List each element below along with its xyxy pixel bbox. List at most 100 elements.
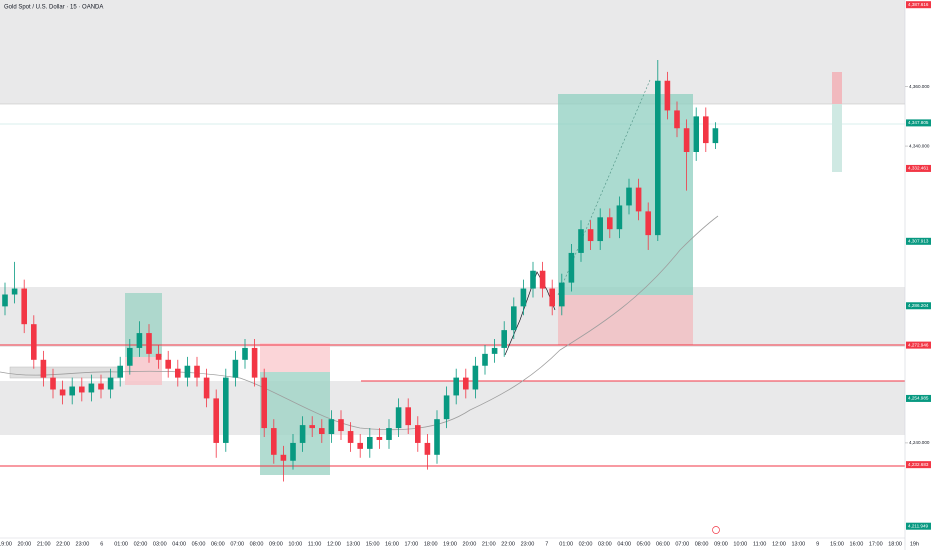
- price-tag: [906, 341, 931, 349]
- x-tick-label: 11:00: [308, 541, 321, 547]
- x-tick-label: 02:00: [134, 541, 148, 547]
- candle-body: [40, 359, 47, 378]
- candle-body: [338, 419, 344, 432]
- x-tick-label: 18:00: [424, 541, 438, 547]
- x-tick-label: 18:00: [888, 541, 902, 547]
- candle-body: [703, 116, 709, 144]
- candle-body: [626, 187, 632, 206]
- candle-body: [50, 377, 56, 390]
- x-tick-label: 01:00: [114, 541, 128, 547]
- price-tag: [906, 237, 931, 245]
- candle-body: [376, 436, 383, 440]
- long-target: [558, 94, 693, 295]
- price-tag: [906, 302, 931, 310]
- candle-body: [165, 359, 171, 369]
- candle-body: [635, 187, 642, 212]
- x-tick-label: 05:00: [192, 541, 206, 547]
- candle-body: [127, 347, 133, 366]
- x-tick-label: 13:00: [346, 541, 360, 547]
- candle-body: [11, 288, 18, 295]
- x-tick-label: 07:00: [230, 541, 244, 547]
- candle-body: [251, 347, 258, 378]
- y-tick-label: 4,240.000: [909, 440, 930, 445]
- y-tick-label: 4,340.000: [909, 143, 930, 148]
- zone: [9, 366, 121, 379]
- price-tag-label: 4,254.985: [908, 396, 929, 401]
- candle-body: [367, 436, 373, 449]
- position-stop: [260, 343, 330, 372]
- x-tick-label: 06:00: [656, 541, 670, 547]
- candle-body: [463, 377, 469, 390]
- price-tag: [906, 522, 931, 530]
- x-tick-label: 23:00: [76, 541, 90, 547]
- price-tag: [906, 119, 931, 127]
- candle-body: [184, 365, 191, 378]
- x-tick-label: 22:00: [56, 541, 70, 547]
- x-tick-label: 16:00: [385, 541, 399, 547]
- candle-body: [712, 128, 719, 144]
- price-tag-label: 4,347.805: [908, 120, 929, 125]
- candle-body: [328, 419, 335, 435]
- price-tag: [906, 1, 931, 9]
- x-tick-label: 15:00: [366, 541, 380, 547]
- candle-body: [232, 359, 239, 378]
- x-tick-label: 15:00: [830, 541, 844, 547]
- x-tick-label: 7: [545, 541, 548, 547]
- candle-body: [203, 377, 210, 399]
- x-tick-label: 22:00: [501, 541, 515, 547]
- x-tick-label: 08:00: [250, 541, 264, 547]
- candle-body: [693, 116, 699, 152]
- candle-body: [434, 419, 440, 455]
- event-icon: [712, 526, 720, 534]
- candle-body: [299, 425, 306, 443]
- trade-path: [557, 79, 651, 296]
- x-tick-label: 19h: [910, 541, 919, 547]
- x-tick-label: 9: [816, 541, 819, 547]
- candle-body: [482, 353, 488, 366]
- price-tag-label: 4,387.616: [908, 2, 929, 7]
- candle-body: [674, 110, 680, 129]
- candle-body: [290, 442, 296, 461]
- candle-body: [539, 270, 546, 289]
- candle-body: [607, 217, 613, 230]
- candle-body: [597, 217, 603, 242]
- x-tick-label: 10:00: [733, 541, 747, 547]
- candle-body: [347, 431, 354, 443]
- candle-body: [511, 306, 517, 331]
- moving-average: [0, 215, 719, 431]
- price-tag: [906, 164, 931, 172]
- candle-body: [578, 229, 584, 253]
- x-tick-label: 23:00: [521, 541, 535, 547]
- candle-body: [309, 425, 315, 429]
- x-tick-label: 17:00: [869, 541, 883, 547]
- candle-body: [242, 347, 248, 360]
- candle-body: [223, 377, 229, 443]
- x-tick-label: 02:00: [579, 541, 593, 547]
- price-axis: [905, 0, 932, 550]
- chart-title: Gold Spot / U.S. Dollar · 15 · OANDA: [4, 5, 103, 11]
- candle-body: [319, 428, 325, 435]
- x-tick-label: 08:00: [695, 541, 709, 547]
- x-tick-label: 06:00: [211, 541, 225, 547]
- candle-body: [117, 365, 123, 378]
- candle-body: [79, 386, 85, 393]
- x-tick-label: 21:00: [482, 541, 496, 547]
- price-tag-label: 4,286.204: [908, 303, 929, 308]
- candle-body: [69, 386, 75, 396]
- x-tick-label: 6: [100, 541, 103, 547]
- candle-body: [568, 252, 575, 283]
- price-tag-label: 4,272.946: [908, 342, 929, 347]
- candle-body: [136, 333, 143, 348]
- x-tick-label: 05:00: [637, 541, 651, 547]
- candle-body: [453, 377, 459, 396]
- zone: [0, 0, 905, 104]
- time-axis: [0, 538, 905, 550]
- candle-body: [146, 333, 152, 354]
- candle-body: [655, 80, 661, 236]
- long-stop: [558, 295, 693, 345]
- x-tick-label: 03:00: [153, 541, 167, 547]
- x-tick-label: 04:00: [617, 541, 631, 547]
